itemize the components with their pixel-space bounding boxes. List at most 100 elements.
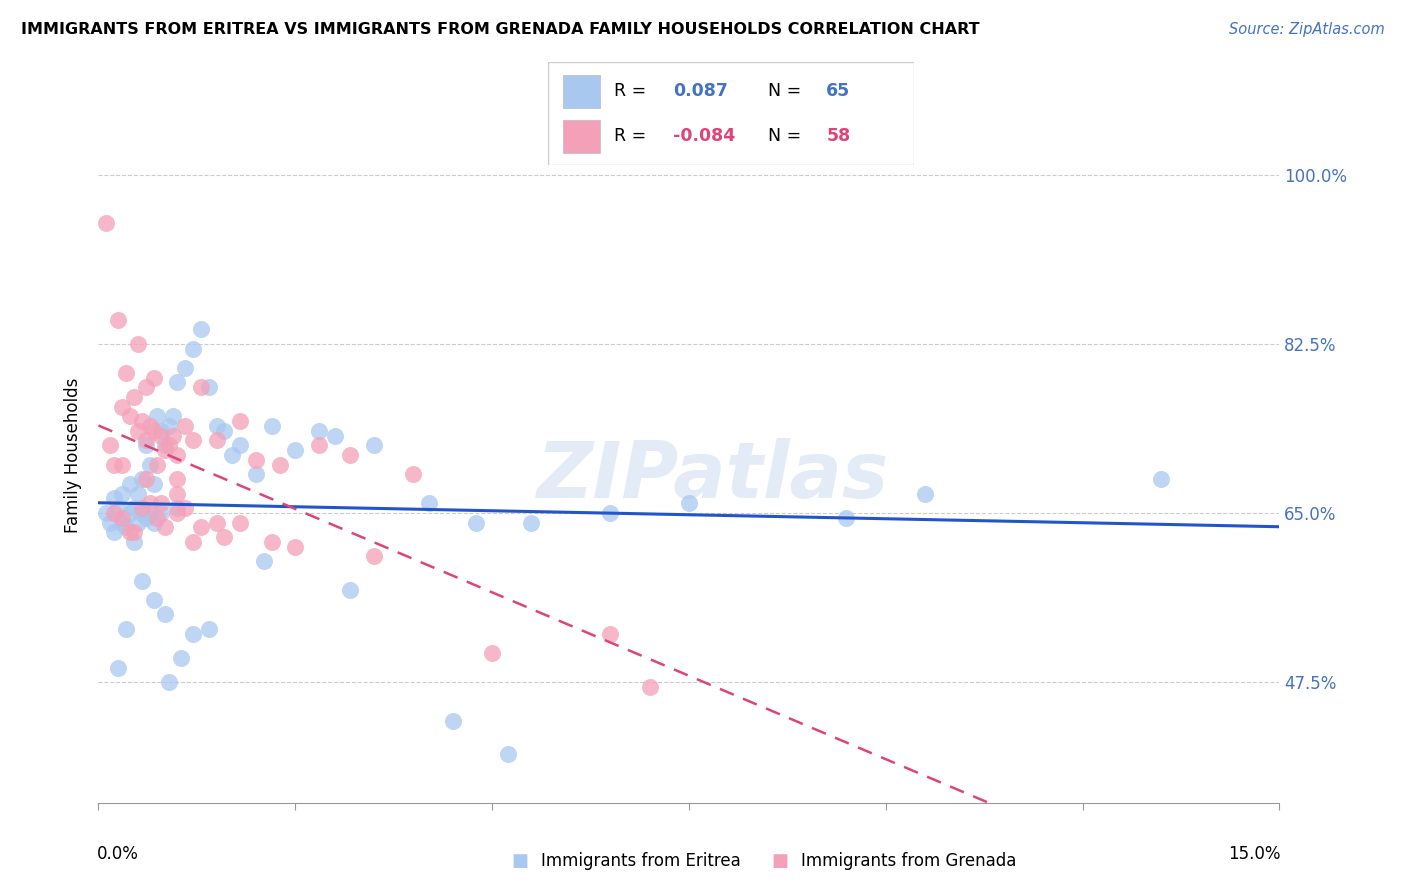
Point <box>142 477 165 491</box>
Text: 65: 65 <box>827 82 851 100</box>
Point <box>339 583 361 598</box>
Point <box>496 747 519 762</box>
Point <box>166 486 188 500</box>
Point <box>131 472 153 486</box>
Point <box>363 549 385 564</box>
Point <box>914 486 936 500</box>
Point <box>118 409 141 424</box>
Text: ZIPatlas: ZIPatlas <box>537 438 889 514</box>
Point <box>284 443 307 458</box>
Text: N =: N = <box>768 128 807 145</box>
Point <box>107 312 129 326</box>
Point <box>142 370 165 384</box>
Point <box>190 520 212 534</box>
Point <box>150 428 173 442</box>
Point <box>229 516 252 530</box>
Y-axis label: Family Households: Family Households <box>65 377 83 533</box>
Point <box>142 516 165 530</box>
Point <box>205 434 228 448</box>
Point <box>150 506 173 520</box>
Point <box>245 467 267 482</box>
Point <box>127 516 149 530</box>
Point <box>103 525 125 540</box>
Text: ■: ■ <box>772 852 789 870</box>
Point <box>190 322 212 336</box>
Point <box>138 496 160 510</box>
Text: Source: ZipAtlas.com: Source: ZipAtlas.com <box>1229 22 1385 37</box>
Point <box>520 516 543 530</box>
Point <box>122 501 145 516</box>
Point <box>678 496 700 510</box>
Point <box>599 626 621 640</box>
Point <box>166 506 188 520</box>
Point <box>131 501 153 516</box>
Point <box>260 535 283 549</box>
Point <box>221 448 243 462</box>
Point <box>166 472 188 486</box>
Point <box>155 438 177 452</box>
Point <box>638 680 661 694</box>
Point <box>111 486 134 500</box>
Point <box>190 380 212 394</box>
Point <box>96 216 118 230</box>
Point <box>174 501 197 516</box>
Point <box>465 516 488 530</box>
Point <box>166 448 188 462</box>
Point <box>118 506 141 520</box>
Point <box>107 660 129 674</box>
Point <box>135 510 157 524</box>
Point <box>174 419 197 434</box>
Point <box>197 380 219 394</box>
Point <box>229 414 252 428</box>
Point <box>402 467 425 482</box>
Point <box>308 424 330 438</box>
Point <box>111 458 134 472</box>
Text: IMMIGRANTS FROM ERITREA VS IMMIGRANTS FROM GRENADA FAMILY HOUSEHOLDS CORRELATION: IMMIGRANTS FROM ERITREA VS IMMIGRANTS FR… <box>21 22 980 37</box>
Point <box>155 443 177 458</box>
Point <box>138 419 160 434</box>
Point <box>135 438 157 452</box>
Point <box>115 622 138 636</box>
Point <box>157 419 180 434</box>
Point <box>111 516 134 530</box>
Point <box>170 651 193 665</box>
Point <box>269 458 291 472</box>
Point <box>162 409 184 424</box>
Point <box>197 622 219 636</box>
Point <box>599 506 621 520</box>
Point <box>323 428 346 442</box>
Point <box>205 419 228 434</box>
Point <box>122 525 145 540</box>
Point <box>98 438 121 452</box>
Point <box>135 380 157 394</box>
Text: ■: ■ <box>512 852 529 870</box>
Text: Immigrants from Grenada: Immigrants from Grenada <box>801 852 1017 870</box>
Point <box>146 409 169 424</box>
Point <box>339 448 361 462</box>
Point <box>122 535 145 549</box>
Point <box>103 458 125 472</box>
Point <box>1150 472 1173 486</box>
Point <box>103 491 125 506</box>
Point <box>138 506 160 520</box>
Point <box>135 434 157 448</box>
Point <box>115 366 138 380</box>
Point <box>835 510 858 524</box>
Point <box>155 520 177 534</box>
Point <box>146 510 169 524</box>
Text: R =: R = <box>614 82 652 100</box>
Point <box>127 424 149 438</box>
Point <box>118 525 141 540</box>
Point <box>131 574 153 588</box>
Text: N =: N = <box>768 82 807 100</box>
Point <box>131 414 153 428</box>
FancyBboxPatch shape <box>562 75 599 108</box>
Point <box>103 506 125 520</box>
Point <box>155 607 177 622</box>
Point <box>174 361 197 376</box>
Point <box>127 486 149 500</box>
Point <box>166 501 188 516</box>
Point <box>441 714 464 728</box>
Point <box>127 336 149 351</box>
Point <box>122 390 145 404</box>
